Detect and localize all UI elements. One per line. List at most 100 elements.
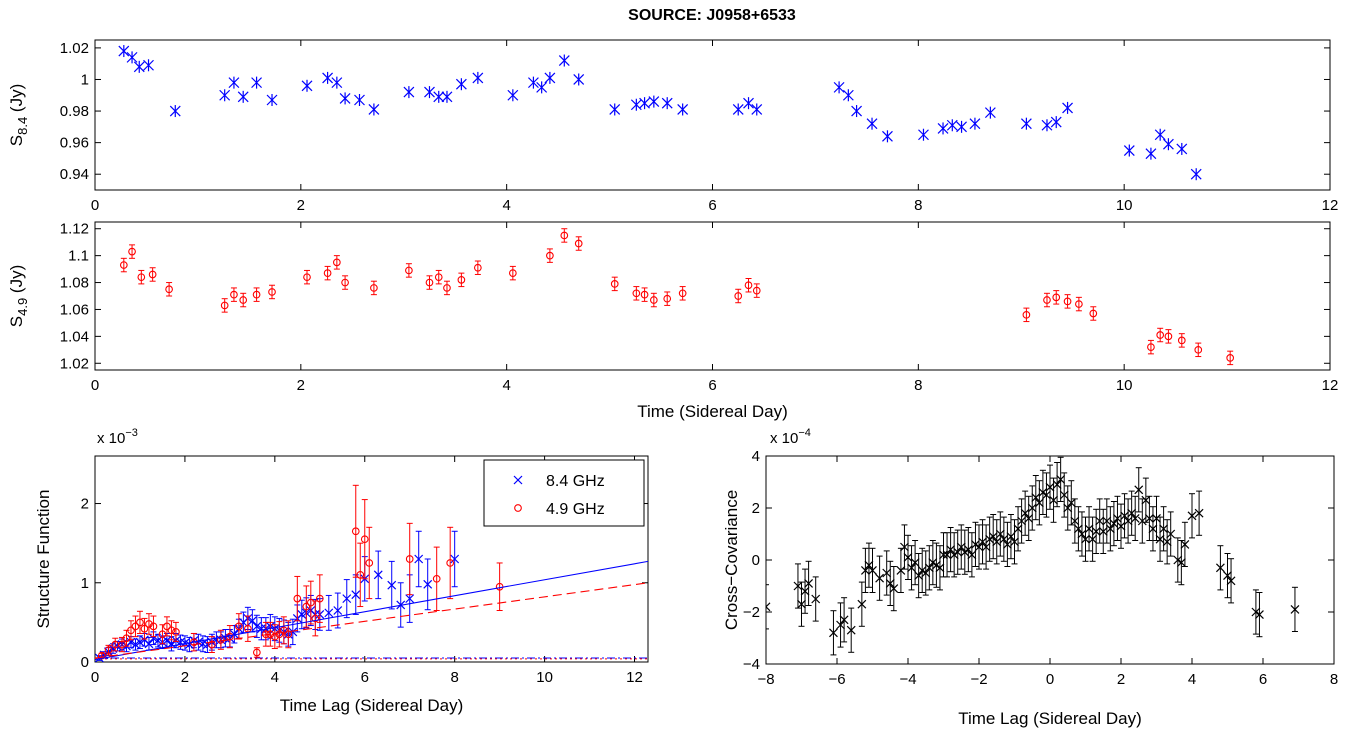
y-tick-label: 1.06 bbox=[60, 301, 89, 318]
y-tick-label: 0.94 bbox=[60, 166, 89, 183]
axes-box bbox=[94, 39, 1331, 191]
data-point-stroke bbox=[405, 594, 415, 604]
data-point-stroke bbox=[342, 594, 352, 604]
data-point-stroke bbox=[1166, 529, 1176, 539]
data-point-circle bbox=[145, 620, 153, 628]
data-point-stroke bbox=[1226, 576, 1236, 586]
data-point-circle bbox=[1177, 336, 1186, 345]
fit-line bbox=[95, 560, 648, 661]
data-point-circle bbox=[275, 630, 284, 639]
data-point-circle bbox=[508, 269, 517, 277]
data-point-circle bbox=[306, 598, 315, 607]
data-point-stroke bbox=[1020, 508, 1030, 518]
data-point-circle bbox=[104, 646, 113, 654]
data-point-circle bbox=[356, 570, 365, 579]
data-point-stroke bbox=[811, 594, 821, 604]
y-tick-label: 4 bbox=[752, 448, 760, 465]
data-point-stroke bbox=[1194, 508, 1204, 518]
data-point-stroke bbox=[1148, 524, 1158, 534]
figure-title: SOURCE: J0958+6533 bbox=[628, 7, 796, 24]
data-point-circle bbox=[122, 634, 131, 643]
data-point-circle bbox=[268, 288, 276, 296]
data-point-stroke bbox=[144, 639, 154, 649]
data-point-stroke bbox=[981, 542, 991, 552]
plot-area bbox=[766, 456, 1300, 656]
data-point-stroke bbox=[414, 554, 424, 564]
data-point-stroke bbox=[1010, 537, 1019, 547]
x-tick-label: 6 bbox=[708, 377, 716, 394]
data-point-circle bbox=[140, 624, 149, 633]
data-point-stroke bbox=[513, 475, 523, 485]
x-tick-label: 10 bbox=[1116, 197, 1133, 214]
data-point-stroke bbox=[324, 608, 334, 618]
y-tick-label: 2 bbox=[752, 500, 760, 517]
data-point-stroke bbox=[1123, 516, 1133, 526]
legend-label: 4.9 GHz bbox=[546, 501, 605, 518]
y-tick-label: 2 bbox=[81, 496, 89, 513]
data-point-stroke bbox=[423, 579, 433, 589]
data-point-stroke bbox=[1120, 511, 1129, 521]
data-point-circle bbox=[1147, 343, 1155, 351]
data-point-circle bbox=[172, 628, 180, 636]
x-tick-label: 4 bbox=[502, 377, 510, 394]
x-tick-label: −2 bbox=[970, 671, 987, 688]
y-axis-label-main: S bbox=[7, 316, 26, 327]
data-point-stroke bbox=[1084, 524, 1094, 534]
x-tick-label: 10 bbox=[536, 669, 553, 686]
data-point-stroke bbox=[1081, 534, 1090, 544]
data-point-circle bbox=[137, 273, 146, 282]
axis-exponent-base: x 10 bbox=[97, 430, 125, 447]
axes-box bbox=[94, 221, 1331, 371]
data-point-stroke bbox=[1162, 537, 1172, 547]
data-point-stroke bbox=[864, 560, 874, 570]
series-circle bbox=[119, 228, 1235, 366]
data-point-stroke bbox=[924, 563, 934, 573]
x-tick-label: 6 bbox=[708, 197, 716, 214]
data-point-stroke bbox=[939, 550, 948, 560]
x-tick-label: 2 bbox=[1117, 671, 1125, 688]
plot-area bbox=[119, 228, 1235, 366]
data-point-circle bbox=[1226, 354, 1235, 362]
legend: 8.4 GHz 4.9 GHz bbox=[483, 459, 645, 527]
data-point-stroke bbox=[1116, 521, 1126, 531]
data-point-stroke bbox=[1134, 485, 1144, 495]
data-point-circle bbox=[434, 273, 443, 282]
data-point-stroke bbox=[1006, 532, 1016, 542]
data-point-circle bbox=[1089, 309, 1098, 318]
data-point-circle bbox=[127, 626, 135, 635]
y-tick-label: 1 bbox=[81, 71, 89, 88]
data-point-circle bbox=[252, 290, 261, 299]
data-point-stroke bbox=[387, 580, 397, 590]
data-point-circle bbox=[118, 640, 126, 649]
series-8-4-ghz bbox=[95, 530, 460, 662]
data-point-circle bbox=[270, 632, 279, 641]
data-point-stroke bbox=[1109, 519, 1119, 529]
data-point-circle bbox=[279, 626, 288, 635]
data-point-stroke bbox=[1223, 571, 1232, 581]
axis-exponent-power: −3 bbox=[125, 427, 138, 439]
data-point-circle bbox=[546, 251, 554, 260]
data-point-stroke bbox=[1137, 516, 1147, 526]
x-tick-label: 0 bbox=[1046, 671, 1054, 688]
axis-exponent: x 10−3 bbox=[97, 427, 138, 447]
data-point-stroke bbox=[1024, 513, 1034, 523]
data-point-circle bbox=[1075, 300, 1083, 308]
data-point-circle bbox=[333, 258, 341, 267]
data-point-stroke bbox=[800, 586, 810, 596]
data-point-circle bbox=[1063, 297, 1072, 306]
data-point-stroke bbox=[860, 565, 870, 575]
plot-area bbox=[118, 45, 1202, 181]
data-point-stroke bbox=[450, 554, 460, 564]
data-point-circle bbox=[574, 239, 583, 248]
data-point-stroke bbox=[351, 590, 361, 600]
data-point-circle bbox=[351, 527, 360, 536]
y-tick-label: −2 bbox=[743, 604, 760, 621]
data-point-stroke bbox=[1127, 508, 1137, 518]
data-point-circle bbox=[663, 294, 672, 303]
data-point-circle bbox=[253, 648, 261, 657]
data-point-stroke bbox=[1013, 524, 1023, 534]
y-tick-label: 0.98 bbox=[60, 103, 89, 120]
fit-line bbox=[95, 582, 648, 659]
data-point-stroke bbox=[1088, 534, 1098, 544]
